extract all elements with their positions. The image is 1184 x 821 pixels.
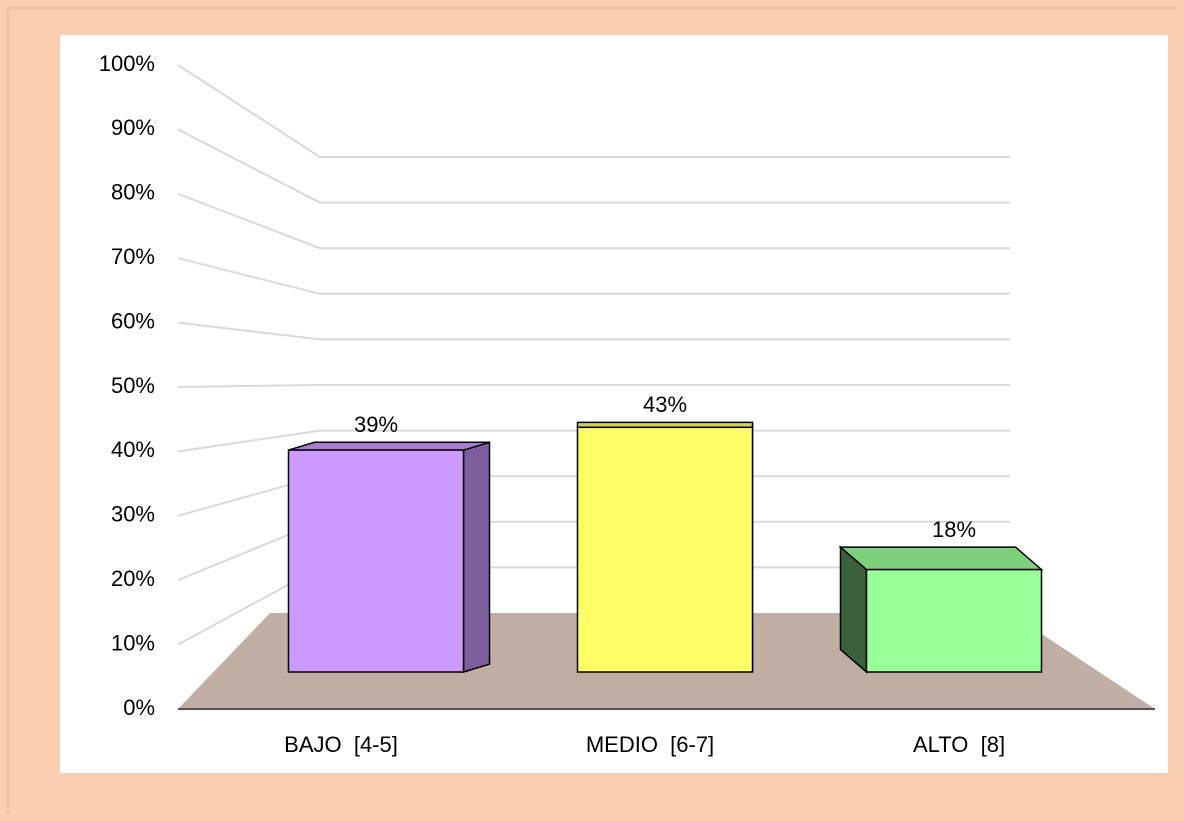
x-tick-label: BAJO [4-5] xyxy=(284,732,398,757)
y-tick-label: 40% xyxy=(111,437,155,462)
bar xyxy=(576,426,754,673)
grid-line xyxy=(177,384,1010,388)
y-tick-label: 100% xyxy=(99,51,155,76)
grid-line xyxy=(177,64,1010,158)
data-label: 39% xyxy=(354,412,398,437)
y-tick-label: 70% xyxy=(111,244,155,269)
data-label: 18% xyxy=(932,517,976,542)
bar xyxy=(287,449,465,673)
bar-top xyxy=(288,441,490,451)
grid-line xyxy=(177,321,1010,341)
data-label: 43% xyxy=(643,392,687,417)
grid-line xyxy=(177,128,1010,204)
grid-line xyxy=(177,192,1010,250)
x-tick-label: ALTO [8] xyxy=(913,732,1005,757)
bar-top xyxy=(838,546,1044,571)
bar xyxy=(865,568,1043,673)
bar-side xyxy=(462,441,491,674)
y-tick-label: 0% xyxy=(123,695,155,720)
y-tick-label: 50% xyxy=(111,373,155,398)
grid-line xyxy=(177,429,1010,453)
y-tick-label: 90% xyxy=(111,115,155,140)
y-tick-label: 30% xyxy=(111,502,155,527)
y-tick-label: 20% xyxy=(111,566,155,591)
grid-line xyxy=(177,257,1010,295)
x-tick-label: MEDIO [6-7] xyxy=(586,732,714,757)
y-tick-label: 10% xyxy=(111,630,155,655)
y-tick-label: 80% xyxy=(111,180,155,205)
y-tick-label: 60% xyxy=(111,308,155,333)
